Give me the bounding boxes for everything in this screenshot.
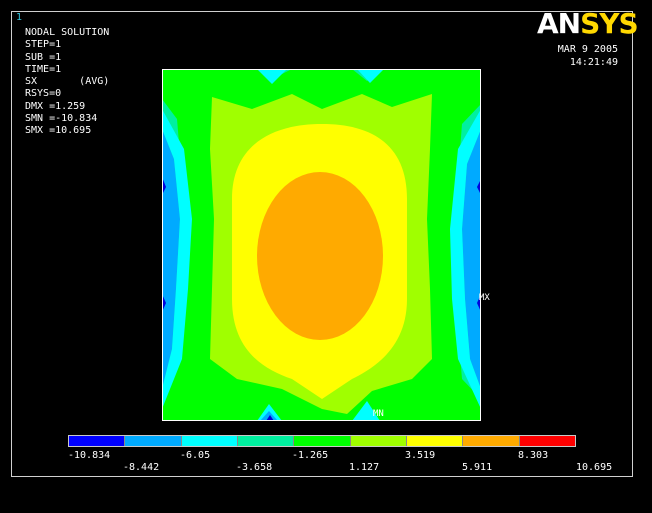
legend-bottom-label-5: 10.695 [576,462,613,473]
contour-band-light-blue-bottom [260,411,278,421]
legend-swatch-8 [462,436,519,446]
legend-top-label-2: -6.05 [180,450,211,461]
timestamp-time: 14:21:49 [569,57,618,68]
legend-color-bar [68,435,576,447]
info-smn: SMN =-10.834 [25,113,98,125]
max-marker-label: MX [479,293,490,303]
legend-bottom-label-1: -8.442 [123,462,160,473]
contour-band-orange [257,172,383,340]
graphics-window-frame [11,11,633,477]
logo-part-an: AN [537,7,581,40]
legend-swatch-2 [124,436,181,446]
contour-band-cyan-right [450,109,481,409]
legend-swatch-3 [180,436,237,446]
contour-band-cyan-top-left [257,69,287,84]
info-sub: SUB =1 [25,51,62,63]
legend-bottom-label-4: 5.911 [462,462,493,473]
contour-band-light-blue-right [462,129,481,389]
plot-border [162,69,481,421]
info-rsys: RSYS=0 [25,88,62,100]
info-dmx: DMX =1.259 [25,100,86,112]
info-smx: SMX =10.695 [25,125,92,137]
contour-plot[interactable] [162,69,481,421]
legend-swatch-5 [293,436,350,446]
contour-band-deep-blue-bottom [266,415,274,421]
min-marker-label: MN [373,409,384,419]
legend-top-label-3: -1.265 [292,450,329,461]
solution-info-block: NODAL SOLUTION STEP=1 SUB =1 TIME=1 SX (… [25,27,109,138]
ansys-logo: ANSYS [537,7,639,40]
info-step: STEP=1 [25,39,62,51]
logo-part-sys: SYS [580,7,639,40]
legend-bottom-label-3: 1.127 [349,462,380,473]
timestamp-date: MAR 9 2005 [557,44,618,55]
contour-band-cyan-top-right [357,69,384,83]
info-title: NODAL SOLUTION [25,27,110,38]
contour-band-cyan-bottom-right [352,401,380,421]
legend-bottom-label-2: -3.658 [236,462,273,473]
legend-swatch-9 [518,436,575,446]
contour-band-cyan-left [162,109,192,409]
legend-top-label-5: 8.303 [518,450,549,461]
window-number: 1 [16,12,23,23]
legend-swatch-1 [69,436,125,446]
legend-swatch-6 [349,436,406,446]
legend-top-label-1: -10.834 [68,450,111,461]
info-time: TIME=1 [25,63,62,75]
timestamp-block: MAR 9 2005 14:21:49 [558,43,618,69]
legend-swatch-4 [236,436,294,446]
legend-swatch-7 [405,436,463,446]
contour-band-light-blue-left [162,129,180,389]
legend-top-label-4: 3.519 [405,450,436,461]
info-result-item: SX (AVG) [25,76,110,88]
